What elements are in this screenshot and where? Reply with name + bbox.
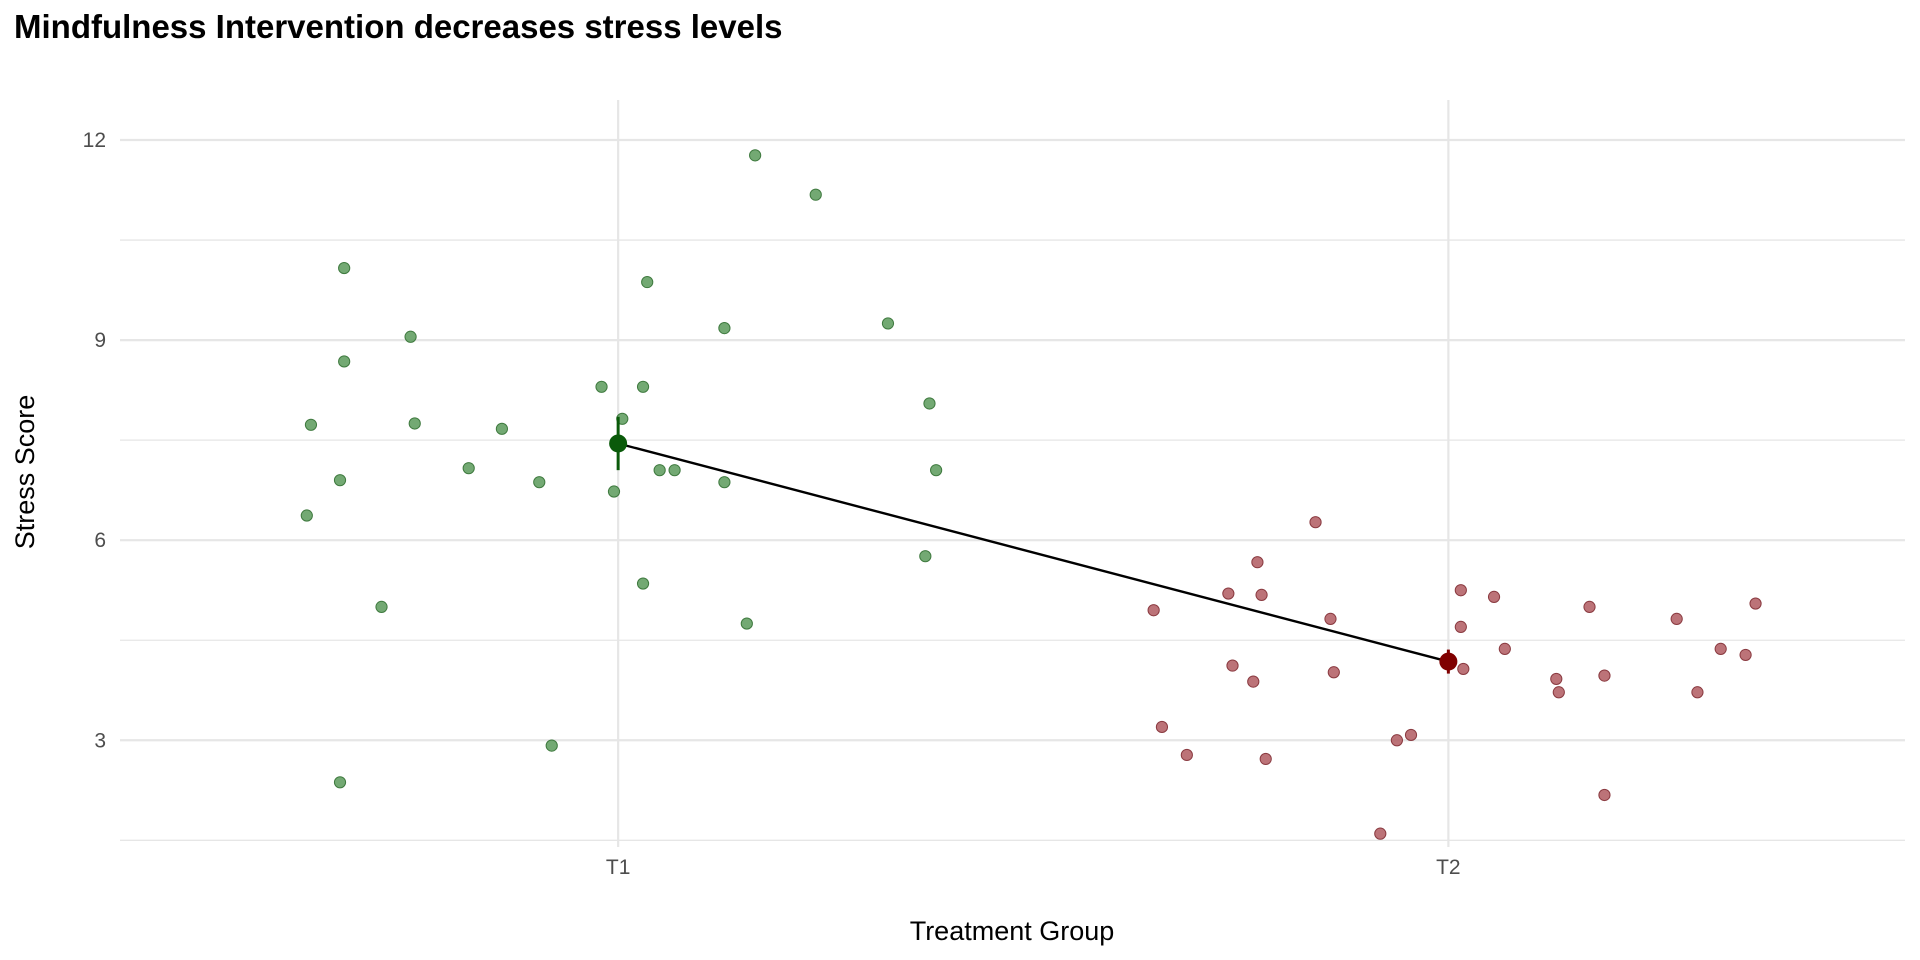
data-point-t2 xyxy=(1670,612,1683,625)
data-point-t1 xyxy=(919,550,932,563)
data-point-t2 xyxy=(1327,666,1340,679)
data-point-t1 xyxy=(718,476,731,489)
data-point-t2 xyxy=(1691,686,1704,699)
data-point-t1 xyxy=(304,418,318,431)
data-point-t2 xyxy=(1454,584,1467,597)
data-point-t2 xyxy=(1259,752,1272,766)
data-point-t1 xyxy=(668,464,681,477)
data-point-t1 xyxy=(881,317,895,330)
data-point-t1 xyxy=(740,617,753,630)
data-point-t2 xyxy=(1739,648,1752,662)
y-axis-title: Stress Score xyxy=(10,395,40,550)
data-point-t2 xyxy=(1155,720,1169,734)
mean-summary xyxy=(609,416,1458,674)
data-point-t2 xyxy=(1180,748,1193,762)
data-point-t1 xyxy=(636,380,650,393)
chart-title: Mindfulness Intervention decreases stres… xyxy=(14,8,783,45)
data-point-t1 xyxy=(923,397,936,410)
data-point-t2 xyxy=(1498,642,1511,656)
y-axis-ticks: 3 6 9 12 xyxy=(83,129,106,752)
data-point-t2 xyxy=(1222,587,1235,600)
data-point-t1 xyxy=(462,462,475,475)
data-point-t1 xyxy=(545,739,558,752)
data-point-t1 xyxy=(930,464,943,477)
x-tick-label: T1 xyxy=(606,856,631,879)
x-axis-title: Treatment Group xyxy=(910,916,1115,946)
data-point-t1 xyxy=(595,380,608,393)
data-point-t2 xyxy=(1487,590,1501,603)
data-point-t2 xyxy=(1374,827,1387,840)
data-point-t2 xyxy=(1324,612,1337,625)
data-point-t2 xyxy=(1309,516,1322,529)
x-tick-label: T2 xyxy=(1436,856,1461,879)
data-point-t2 xyxy=(1457,662,1470,676)
data-point-t1 xyxy=(404,330,417,343)
data-point-t2 xyxy=(1550,672,1563,686)
x-axis-ticks: T1 T2 xyxy=(606,856,1461,879)
data-point-t2 xyxy=(1226,659,1239,672)
data-point-t1 xyxy=(653,464,666,477)
mean-point-t1 xyxy=(609,434,628,453)
major-gridlines xyxy=(120,100,1905,847)
y-tick-label: 3 xyxy=(94,729,106,752)
data-point-t1 xyxy=(338,355,351,368)
data-point-t2 xyxy=(1390,734,1403,747)
data-point-t1 xyxy=(533,476,546,489)
data-point-t1 xyxy=(809,188,822,201)
data-point-t2 xyxy=(1552,686,1565,699)
data-point-t2 xyxy=(1454,620,1467,634)
data-point-t1 xyxy=(607,485,621,498)
data-point-t1 xyxy=(375,600,388,613)
mean-point-t2 xyxy=(1439,652,1458,671)
data-point-t2 xyxy=(1404,728,1418,742)
data-point-t1 xyxy=(300,509,313,522)
y-tick-label: 6 xyxy=(94,529,106,552)
data-point-t2 xyxy=(1714,642,1727,656)
data-point-t1 xyxy=(338,261,351,275)
data-point-t1 xyxy=(641,275,654,289)
data-point-t2 xyxy=(1247,675,1260,688)
data-point-t2 xyxy=(1147,604,1160,617)
data-point-t1 xyxy=(333,776,347,789)
mean-trend-line xyxy=(617,442,1449,663)
data-point-t2 xyxy=(1598,788,1611,802)
data-point-t2 xyxy=(1598,669,1611,682)
data-point-t1 xyxy=(636,577,650,590)
minor-gridlines xyxy=(120,239,1905,841)
data-point-t1 xyxy=(408,417,421,430)
data-point-t1 xyxy=(333,474,347,487)
data-point-t2 xyxy=(1255,588,1268,601)
data-point-t2 xyxy=(1583,600,1596,613)
y-tick-label: 12 xyxy=(83,129,106,152)
y-tick-label: 9 xyxy=(94,329,106,352)
data-point-t1 xyxy=(495,422,509,435)
data-points xyxy=(300,149,1762,840)
data-point-t1 xyxy=(718,322,731,335)
data-point-t2 xyxy=(1251,556,1264,569)
data-point-t2 xyxy=(1749,597,1762,610)
data-point-t1 xyxy=(749,149,762,162)
